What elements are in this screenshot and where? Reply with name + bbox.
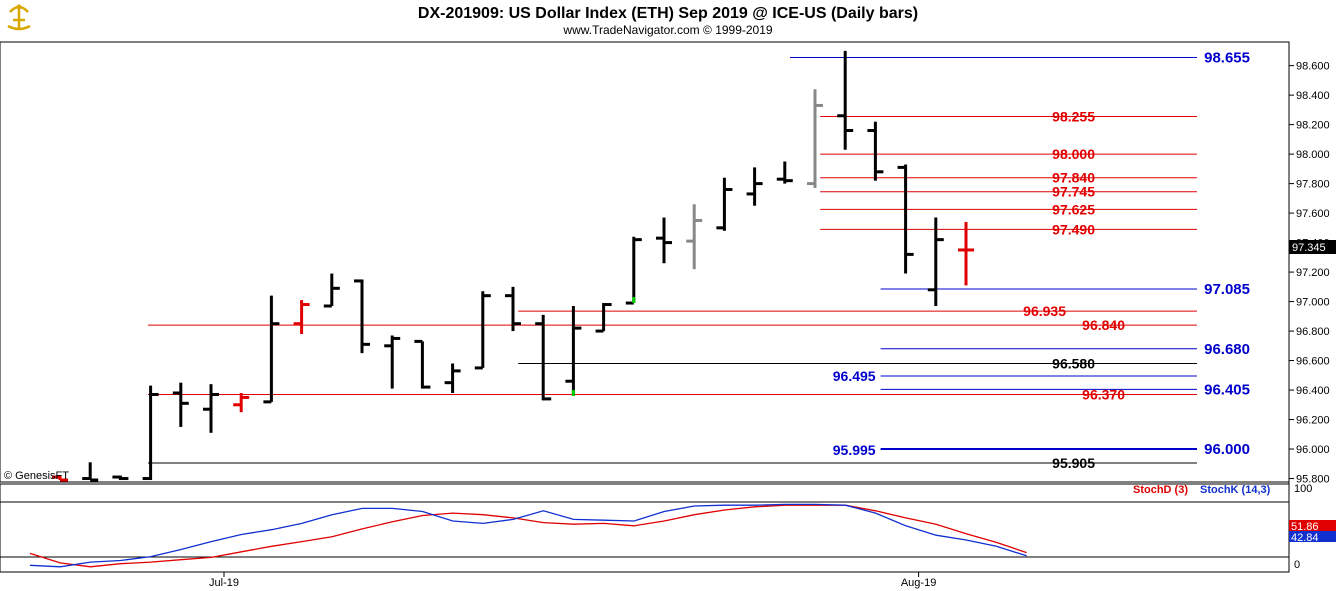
last-price-marker: 97.345 (1289, 240, 1336, 254)
ohlc-bar (323, 273, 340, 308)
ohlc-bar (927, 217, 944, 306)
ohlc-bar (384, 335, 401, 389)
stochastic-lines (29, 503, 1027, 568)
ohlc-bar (897, 164, 914, 274)
stochd-last-value: 51.86 (1291, 521, 1319, 533)
y-tick-label: 97.600 (1296, 208, 1330, 220)
ohlc-bar (535, 314, 552, 401)
y-tick-label: 96.200 (1296, 415, 1330, 427)
ohlc-bar (52, 475, 68, 482)
level-label: 96.370 (1082, 386, 1125, 402)
ohlc-bar (776, 161, 793, 184)
level-label: 97.085 (1204, 281, 1250, 298)
stoch-last-values: 51.86 42.84 (1289, 520, 1336, 544)
ohlc-bar (686, 204, 703, 270)
ohlc-bar (172, 382, 189, 427)
ohlc-bar (807, 89, 823, 189)
level-label: 98.255 (1052, 109, 1095, 125)
watermark: © GenesisFT (4, 470, 69, 482)
level-label: 98.655 (1204, 50, 1250, 67)
ohlc-bar (414, 339, 431, 389)
level-label: 97.840 (1052, 170, 1095, 186)
date-axis: Jul-19 Aug-19 (209, 572, 936, 589)
level-label: 96.000 (1204, 441, 1250, 458)
ohlc-bar (354, 279, 370, 354)
price-panel (0, 41, 1290, 483)
chart-subtitle: www.TradeNavigator.com © 1999-2019 (562, 23, 772, 37)
price-axis: 98.60098.40098.20098.00097.80097.60097.4… (1289, 61, 1330, 486)
level-label: 95.905 (1052, 455, 1095, 471)
price-bars (52, 50, 974, 482)
level-label: 97.745 (1052, 184, 1095, 200)
logo-icon (6, 3, 32, 31)
y-tick-label: 98.200 (1296, 120, 1330, 132)
level-label: 97.625 (1052, 201, 1095, 217)
ohlc-bar (112, 475, 129, 481)
legend-stochd: StochD (3) (1133, 484, 1188, 496)
level-label: 96.680 (1204, 341, 1250, 358)
stoch-tick-0: 0 (1294, 559, 1300, 571)
ohlc-bar (293, 300, 310, 335)
ohlc-bar (595, 303, 612, 333)
y-tick-label: 98.600 (1296, 61, 1330, 73)
ohlc-bar (837, 50, 854, 150)
level-label: 98.000 (1052, 146, 1095, 162)
y-tick-label: 96.000 (1296, 444, 1330, 456)
stochk-last-value: 42.84 (1291, 532, 1319, 544)
ohlc-bar (263, 295, 280, 404)
y-tick-label: 97.000 (1296, 297, 1330, 309)
y-tick-label: 97.800 (1296, 179, 1330, 191)
ohlc-bar (746, 167, 763, 206)
y-tick-label: 96.600 (1296, 356, 1330, 368)
ohlc-bar (958, 221, 974, 286)
stoch-tick-100: 100 (1294, 483, 1312, 495)
ohlc-bar (867, 121, 884, 181)
ohlc-bar (505, 286, 521, 332)
y-tick-label: 98.400 (1296, 90, 1330, 102)
ohlc-bar (203, 384, 219, 433)
stochk-line (29, 503, 1027, 568)
ohlc-bar (565, 306, 582, 396)
ohlc-bar (656, 217, 672, 264)
ohlc-bar (716, 177, 733, 231)
level-label: 96.495 (833, 368, 876, 384)
legend-stochk: StochK (14,3) (1200, 484, 1271, 496)
y-tick-label: 97.200 (1296, 267, 1330, 279)
date-label: Jul-19 (209, 577, 239, 589)
stochd-line (29, 504, 1027, 568)
y-tick-label: 95.800 (1296, 474, 1330, 486)
ohlc-bar (233, 393, 250, 413)
level-label: 96.840 (1082, 317, 1125, 333)
level-label: 97.490 (1052, 221, 1095, 237)
y-tick-label: 96.400 (1296, 385, 1330, 397)
last-price-label: 97.345 (1292, 242, 1326, 254)
level-label: 96.580 (1052, 356, 1095, 372)
ohlc-bar (142, 385, 159, 481)
y-tick-label: 98.000 (1296, 149, 1330, 161)
date-label: Aug-19 (901, 577, 936, 589)
level-label: 95.995 (833, 442, 876, 458)
chart-title: DX-201909: US Dollar Index (ETH) Sep 201… (418, 5, 918, 22)
ohlc-bar (474, 291, 491, 370)
y-tick-label: 96.800 (1296, 326, 1330, 338)
ohlc-bar (444, 363, 461, 393)
level-label: 96.935 (1023, 303, 1066, 319)
level-label: 96.405 (1204, 381, 1250, 398)
ohlc-bar (82, 462, 99, 482)
